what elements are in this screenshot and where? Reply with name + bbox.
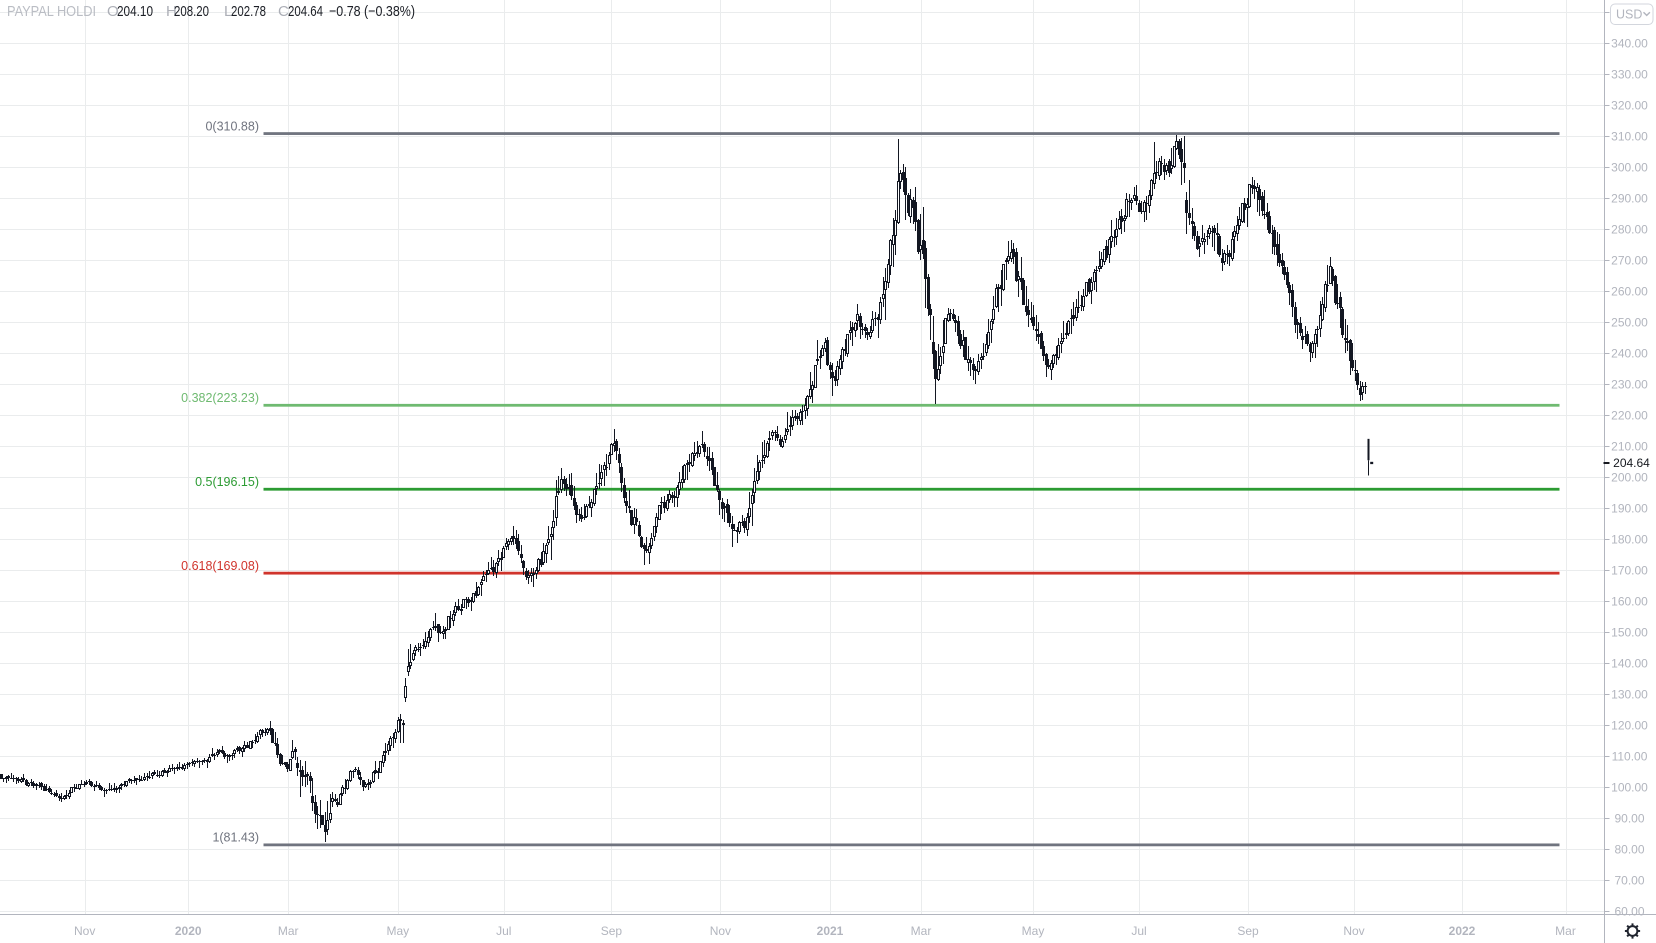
svg-text:330.00: 330.00 — [1611, 67, 1648, 81]
svg-text:0.382(223.23): 0.382(223.23) — [181, 391, 259, 405]
svg-text:300.00: 300.00 — [1611, 160, 1648, 174]
svg-text:320.00: 320.00 — [1611, 98, 1648, 112]
svg-text:220.00: 220.00 — [1611, 408, 1648, 422]
svg-text:170.00: 170.00 — [1611, 563, 1648, 577]
svg-text:0.618(169.08): 0.618(169.08) — [181, 559, 259, 573]
svg-text:204.64: 204.64 — [1613, 456, 1650, 470]
svg-text:110.00: 110.00 — [1612, 749, 1648, 763]
svg-text:Nov: Nov — [1343, 924, 1364, 938]
svg-text:Sep: Sep — [601, 924, 623, 938]
svg-text:120.00: 120.00 — [1611, 718, 1648, 732]
svg-text:250.00: 250.00 — [1611, 315, 1648, 329]
svg-text:70.00: 70.00 — [1614, 873, 1644, 887]
svg-text:May: May — [386, 924, 409, 938]
svg-text:USD: USD — [1616, 8, 1642, 22]
svg-text:100.00: 100.00 — [1611, 780, 1648, 794]
svg-text:130.00: 130.00 — [1611, 687, 1648, 701]
svg-text:Mar: Mar — [278, 924, 299, 938]
svg-text:290.00: 290.00 — [1611, 191, 1648, 205]
svg-text:Jul: Jul — [496, 924, 511, 938]
svg-text:310.00: 310.00 — [1611, 129, 1648, 143]
svg-text:150.00: 150.00 — [1611, 625, 1648, 639]
svg-text:160.00: 160.00 — [1611, 594, 1648, 608]
svg-text:Jul: Jul — [1131, 924, 1146, 938]
svg-text:Mar: Mar — [911, 924, 932, 938]
svg-text:230.00: 230.00 — [1611, 377, 1648, 391]
svg-text:Mar: Mar — [1555, 924, 1576, 938]
svg-text:2021: 2021 — [817, 924, 844, 938]
svg-text:180.00: 180.00 — [1611, 532, 1648, 546]
svg-text:2020: 2020 — [175, 924, 202, 938]
svg-text:140.00: 140.00 — [1611, 656, 1648, 670]
svg-text:Sep: Sep — [1237, 924, 1259, 938]
svg-text:200.00: 200.00 — [1611, 470, 1648, 484]
svg-text:270.00: 270.00 — [1611, 253, 1648, 267]
svg-text:90.00: 90.00 — [1614, 811, 1644, 825]
svg-text:280.00: 280.00 — [1611, 222, 1648, 236]
svg-text:260.00: 260.00 — [1611, 284, 1648, 298]
svg-text:80.00: 80.00 — [1614, 842, 1644, 856]
svg-text:1(81.43): 1(81.43) — [212, 831, 259, 845]
svg-text:Nov: Nov — [74, 924, 95, 938]
svg-text:60.00: 60.00 — [1614, 904, 1644, 918]
svg-text:340.00: 340.00 — [1611, 36, 1648, 50]
svg-text:2022: 2022 — [1449, 924, 1476, 938]
svg-text:May: May — [1022, 924, 1045, 938]
svg-text:240.00: 240.00 — [1611, 346, 1648, 360]
svg-text:210.00: 210.00 — [1611, 439, 1648, 453]
svg-text:0(310.88): 0(310.88) — [205, 119, 259, 133]
svg-text:190.00: 190.00 — [1611, 501, 1648, 515]
svg-text:0.5(196.15): 0.5(196.15) — [195, 475, 259, 489]
svg-text:Nov: Nov — [710, 924, 731, 938]
